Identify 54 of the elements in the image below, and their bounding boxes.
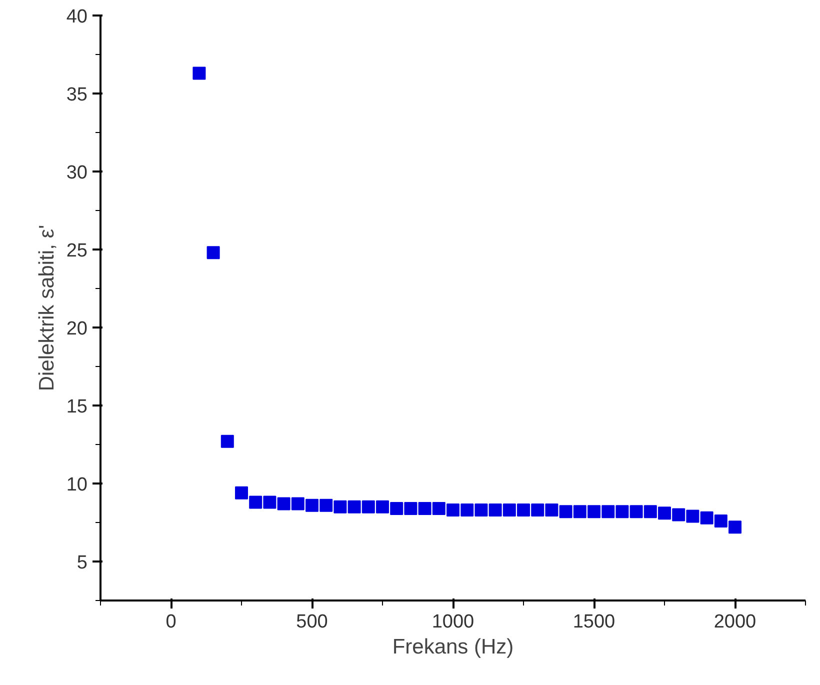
x-tick-label: 500 (296, 612, 328, 632)
y-tick-label: 25 (66, 240, 88, 262)
point (376, 500, 389, 514)
point (334, 500, 347, 514)
point (249, 496, 262, 509)
x-tick-label: 0 (166, 612, 176, 632)
y-tick-label: 40 (66, 6, 88, 28)
point (517, 504, 530, 517)
point (531, 504, 544, 517)
point (446, 504, 460, 517)
point (235, 486, 248, 500)
x-tick-label: 1000 (432, 612, 474, 632)
point (630, 505, 643, 518)
point (602, 505, 615, 518)
y-tick-label: 10 (66, 474, 88, 496)
point (728, 520, 742, 534)
point (588, 505, 600, 518)
point (700, 511, 714, 524)
point (277, 497, 290, 510)
y-tick-label: 30 (66, 162, 88, 184)
y-tick-label: 35 (66, 84, 88, 106)
point (460, 504, 474, 517)
point (502, 504, 516, 517)
point (714, 514, 728, 528)
point (686, 510, 700, 523)
y-tick-label: 20 (66, 318, 88, 340)
point (644, 505, 657, 518)
point (390, 502, 404, 515)
point (545, 504, 558, 517)
point (418, 502, 432, 515)
point (432, 502, 446, 515)
point (306, 498, 318, 512)
point (474, 504, 488, 517)
point (404, 502, 418, 515)
point (488, 504, 502, 517)
point (263, 496, 276, 509)
point (206, 246, 220, 260)
point (320, 498, 333, 512)
point (672, 508, 686, 522)
y-axis-title: Dielektrik sabiti, ε' (35, 224, 58, 392)
point (220, 434, 234, 448)
point (573, 505, 586, 518)
point (658, 506, 671, 520)
point (559, 505, 572, 518)
x-tick-label: 2000 (714, 612, 756, 632)
point (291, 497, 304, 510)
x-axis-title: Frekans (Hz) (392, 636, 514, 658)
x-tick-label: 1500 (572, 612, 616, 632)
y-tick-label: 15 (66, 396, 88, 418)
y-tick-label: 5 (76, 552, 88, 574)
point (348, 500, 361, 514)
point (192, 66, 206, 80)
point (616, 505, 629, 518)
point (362, 500, 375, 514)
